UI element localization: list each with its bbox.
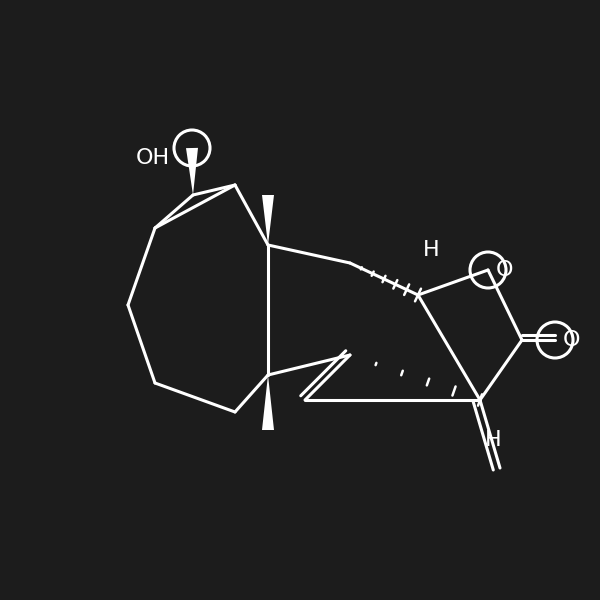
- Polygon shape: [186, 148, 198, 195]
- Text: H: H: [423, 240, 440, 260]
- Text: O: O: [496, 260, 514, 280]
- Polygon shape: [262, 375, 274, 430]
- Text: O: O: [563, 330, 581, 350]
- Text: H: H: [485, 430, 502, 450]
- Polygon shape: [262, 195, 274, 245]
- Text: OH: OH: [136, 148, 170, 168]
